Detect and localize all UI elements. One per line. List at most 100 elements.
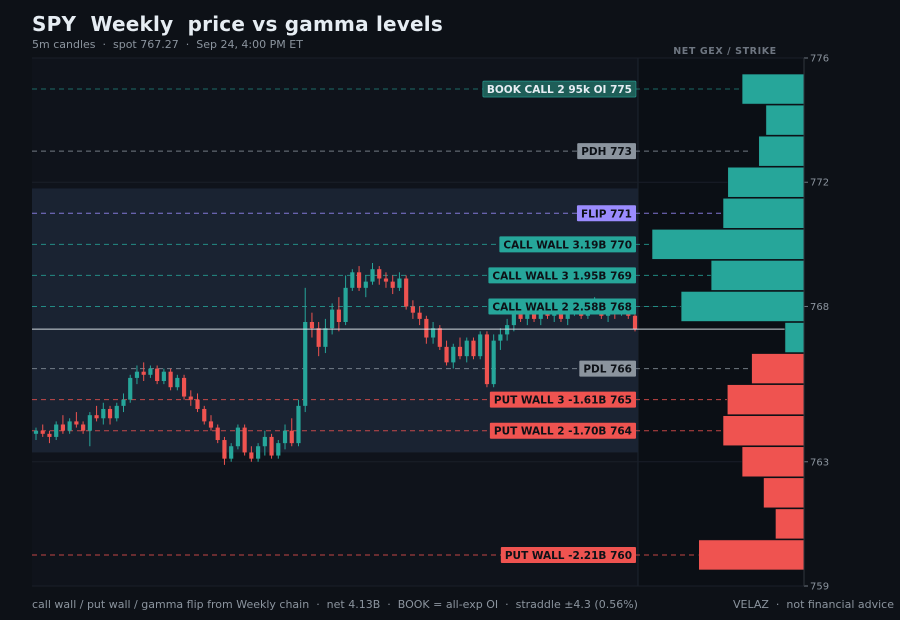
level-label-box xyxy=(488,298,636,315)
candle-body xyxy=(256,446,261,459)
level-label-text: FLIP 771 xyxy=(581,208,632,220)
candle-body xyxy=(40,430,45,434)
candle-body xyxy=(60,424,66,431)
candle-body xyxy=(67,421,72,431)
candle-body xyxy=(121,399,126,406)
gex-bar xyxy=(741,73,805,105)
candle-body xyxy=(444,346,449,363)
candle-body xyxy=(47,433,52,437)
candle-body xyxy=(330,309,335,329)
candle-body xyxy=(289,430,294,444)
candle-body xyxy=(350,272,355,288)
level-label-box xyxy=(489,391,636,408)
candle-body xyxy=(343,287,348,322)
gex-bar xyxy=(680,291,805,322)
candle-body xyxy=(54,424,59,437)
candle-body xyxy=(81,424,86,431)
candle-body xyxy=(128,377,133,400)
level-label-text: CALL WALL 3 1.95B 769 xyxy=(492,270,632,282)
candle-body xyxy=(282,430,288,444)
level-label-box xyxy=(579,360,636,377)
candle-body xyxy=(518,312,523,319)
candle-body xyxy=(215,427,220,441)
candle-body xyxy=(74,421,79,425)
candle-body xyxy=(188,396,193,400)
gex-bar xyxy=(698,539,805,571)
candle-body xyxy=(269,436,274,456)
expected-move-band xyxy=(32,188,638,453)
candle-body xyxy=(195,399,200,409)
candle-body xyxy=(155,368,160,382)
level-label-box xyxy=(489,422,636,439)
candle-body xyxy=(390,281,395,288)
candle-body xyxy=(208,421,214,428)
gex-bar xyxy=(784,322,805,353)
candle-body xyxy=(377,269,382,279)
straddle-band xyxy=(32,188,638,453)
candle-body xyxy=(94,415,99,419)
gex-bar xyxy=(722,197,805,229)
gex-bar xyxy=(651,229,805,260)
candle-body xyxy=(336,309,341,322)
candle-body xyxy=(161,371,166,382)
candle-body xyxy=(87,415,92,431)
candle-body xyxy=(370,269,375,282)
candle-body xyxy=(181,377,187,397)
candle-body xyxy=(363,281,368,288)
candle-body xyxy=(451,346,456,363)
gex-bars: NET GEX / STRIKE xyxy=(651,46,805,571)
candle-body xyxy=(242,427,247,453)
candle-body xyxy=(424,318,429,338)
gex-bar xyxy=(765,104,805,136)
gex-header: NET GEX / STRIKE xyxy=(673,46,777,57)
candle-body xyxy=(404,278,409,307)
candle-body xyxy=(148,368,153,375)
candle-body xyxy=(249,452,254,459)
candle-body xyxy=(229,446,234,459)
candle-body xyxy=(437,328,442,347)
candle-body xyxy=(397,278,402,288)
gex-bar xyxy=(722,415,805,447)
gex-bar xyxy=(727,166,805,198)
level-label-text: PUT WALL 3 -1.61B 765 xyxy=(494,395,632,407)
tick-label: 763 xyxy=(810,457,829,468)
level-label-box xyxy=(488,267,636,284)
candle-body xyxy=(505,325,510,335)
candle-body xyxy=(410,306,415,313)
candle-body xyxy=(316,328,321,347)
candle-body xyxy=(632,315,638,330)
footer-note: call wall / put wall / gamma flip from W… xyxy=(32,598,638,611)
level-lines xyxy=(32,88,752,556)
level-label-box xyxy=(577,143,636,160)
level-label-text: CALL WALL 3.19B 770 xyxy=(503,239,632,251)
candle-body xyxy=(222,440,227,459)
candle-body xyxy=(464,340,469,357)
candle-body xyxy=(107,408,113,419)
candle-body xyxy=(383,278,389,282)
candle-body xyxy=(309,322,315,329)
level-label-text: PDL 766 xyxy=(583,364,632,376)
level-label-box xyxy=(499,236,636,253)
candle-body xyxy=(491,340,496,385)
level-label-box xyxy=(576,205,636,222)
tick-label: 776 xyxy=(810,54,829,65)
candle-body xyxy=(168,371,173,388)
candle-body xyxy=(101,408,106,419)
chart-subtitle: 5m candles · spot 767.27 · Sep 24, 4:00 … xyxy=(32,38,303,51)
candle-body xyxy=(478,334,483,357)
candle-body xyxy=(296,405,301,444)
candle-body xyxy=(235,427,240,447)
candle-body xyxy=(484,334,490,385)
level-label-text: PDH 773 xyxy=(581,146,632,158)
footer-credit: VELAZ · not financial advice xyxy=(732,598,894,611)
level-label-box xyxy=(500,546,636,563)
gex-bar xyxy=(775,508,805,540)
tick-label: 759 xyxy=(810,582,829,593)
candle-body xyxy=(134,371,140,378)
gex-bar xyxy=(726,384,805,415)
candle-body xyxy=(33,430,39,434)
candle-body xyxy=(141,371,146,375)
price-axis: 776 772 768 763 759 xyxy=(803,54,829,593)
candle-body xyxy=(303,322,308,406)
